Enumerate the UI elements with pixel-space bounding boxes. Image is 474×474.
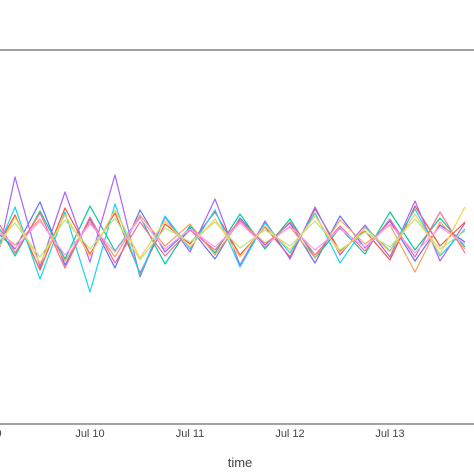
x-tick-label-5: Jul 13 <box>375 428 404 440</box>
series-layer <box>0 174 466 293</box>
x-tick-label-2: Jul 10 <box>75 428 104 440</box>
x-tick-label-3: Jul 11 <box>176 428 205 440</box>
x-tick-label-4: Jul 12 <box>275 428 304 440</box>
series-line-9 <box>0 217 466 256</box>
x-tick-labels: Jul 9 Jul 10 Jul 11 Jul 12 Jul 13 <box>0 428 405 440</box>
series-line-4 <box>0 174 466 278</box>
x-axis-label: time <box>228 455 253 470</box>
x-tick-label-1: Jul 9 <box>0 428 2 440</box>
series-line-10 <box>0 206 466 264</box>
